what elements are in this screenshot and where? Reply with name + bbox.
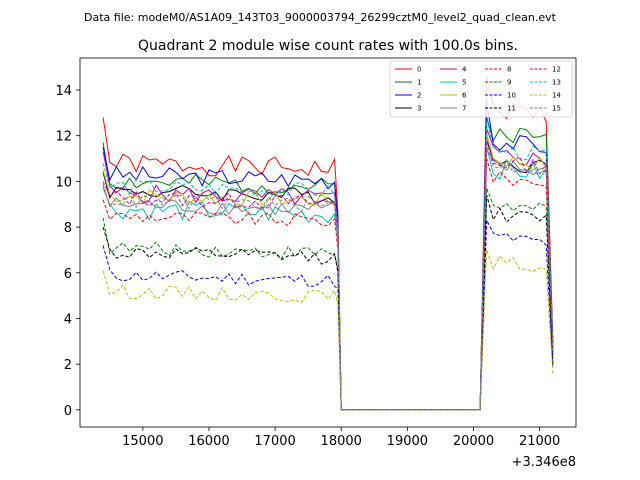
legend-label-15: 15 — [552, 105, 561, 113]
legend-label-2: 2 — [417, 92, 421, 100]
plot-frame — [79, 57, 577, 428]
y-tick-label: 0 — [64, 404, 72, 419]
legend-label-1: 1 — [417, 79, 421, 87]
legend-label-14: 14 — [552, 92, 561, 100]
x-axis: 15000 16000 17000 18000 19000 20000 21000 — [122, 427, 560, 449]
series-line-1 — [102, 117, 554, 411]
series-line-7 — [102, 147, 554, 411]
y-tick-label: 2 — [64, 358, 72, 373]
x-tick-label: 19000 — [387, 434, 428, 449]
y-tick-label: 4 — [64, 312, 72, 327]
legend-label-4: 4 — [462, 66, 467, 74]
legend-label-7: 7 — [462, 105, 466, 113]
data-file-caption: Data file: modeM0/AS1A09_143T03_90000037… — [84, 11, 557, 24]
series-line-13 — [102, 119, 554, 411]
legend-label-6: 6 — [462, 92, 467, 100]
series-line-14 — [102, 249, 554, 411]
plot-area — [80, 58, 576, 427]
x-offset-label: +3.346e8 — [512, 455, 576, 470]
series-line-10 — [102, 218, 554, 411]
series-line-5 — [102, 146, 554, 411]
legend-label-8: 8 — [507, 66, 511, 74]
series-line-6 — [102, 133, 554, 411]
legend-box — [389, 60, 573, 118]
y-tick-label: 12 — [55, 130, 72, 145]
y-axis: 0 2 4 6 8 10 12 14 — [55, 84, 80, 419]
series-line-11 — [102, 194, 554, 411]
x-tick-label: 16000 — [188, 434, 229, 449]
x-tick-label: 18000 — [321, 434, 362, 449]
legend-label-11: 11 — [507, 105, 516, 113]
series-line-4 — [102, 128, 554, 411]
y-tick-label: 10 — [55, 175, 72, 190]
x-tick-label: 15000 — [122, 434, 163, 449]
series-layer — [102, 76, 554, 411]
x-tick-label: 20000 — [453, 434, 494, 449]
legend-label-13: 13 — [552, 79, 561, 87]
series-line-9 — [102, 188, 554, 411]
y-tick-label: 8 — [64, 221, 72, 236]
chart-title: Quadrant 2 module wise count rates with … — [138, 38, 518, 54]
series-line-15 — [102, 142, 554, 411]
series-line-2 — [102, 101, 554, 411]
legend-label-5: 5 — [462, 79, 466, 87]
series-line-12 — [102, 137, 554, 411]
legend-label-12: 12 — [552, 66, 561, 74]
x-tick-label: 21000 — [519, 434, 560, 449]
x-tick-label: 17000 — [254, 434, 295, 449]
y-tick-label: 14 — [55, 84, 72, 99]
series-line-8 — [102, 158, 554, 411]
legend-label-3: 3 — [417, 105, 421, 113]
legend-label-0: 0 — [417, 66, 421, 74]
y-tick-label: 6 — [64, 267, 72, 282]
legend-label-9: 9 — [507, 79, 511, 87]
legend-label-10: 10 — [507, 92, 516, 100]
